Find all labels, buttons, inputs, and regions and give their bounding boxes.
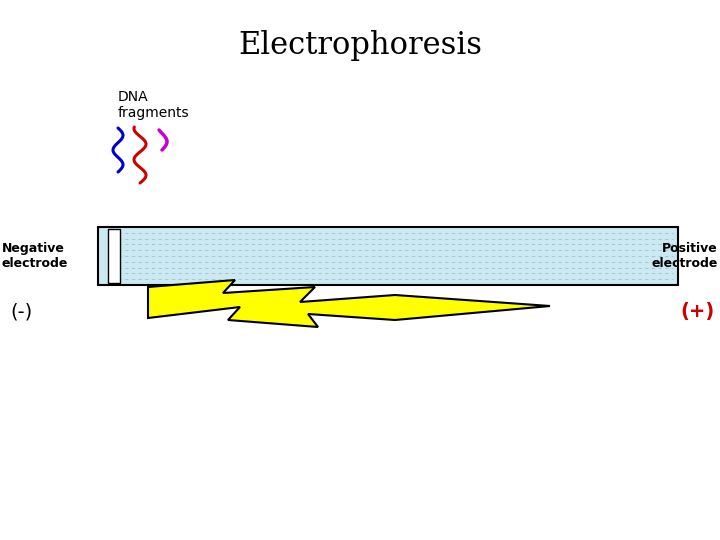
Text: Electrophoresis: Electrophoresis [238,30,482,61]
Text: Negative
electrode: Negative electrode [2,242,68,270]
Text: (-): (-) [11,302,33,321]
Text: DNA
fragments: DNA fragments [118,90,189,120]
Bar [108,229,120,283]
Bar [98,227,678,285]
Polygon shape [148,280,550,327]
Text: Positive
electrode: Positive electrode [652,242,718,270]
Text: (+): (+) [681,302,715,321]
